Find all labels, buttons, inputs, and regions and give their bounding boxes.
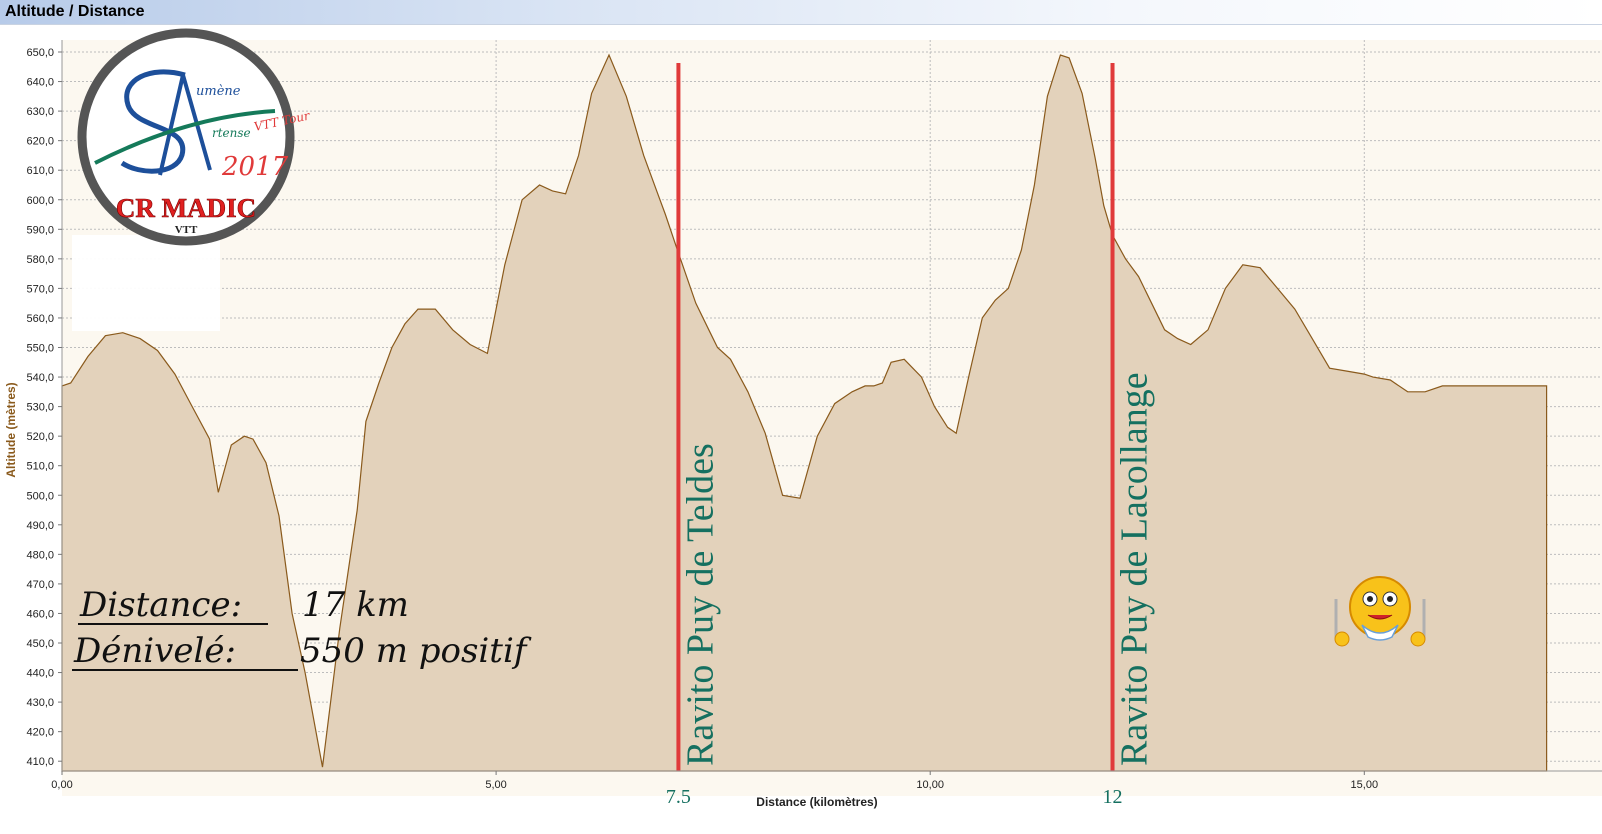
refreshment-markers — [676, 63, 1115, 771]
x-tick-label: 15,00 — [1351, 779, 1379, 791]
y-tick-label: 470,0 — [26, 579, 54, 591]
y-tick-label: 610,0 — [26, 165, 54, 177]
event-logo: umène rtense VTT Tour 2017 CR MADIC VTT — [72, 28, 312, 331]
refreshment-label: Ravito Puy de Teldes — [679, 443, 721, 766]
marker-labels: Ravito Puy de Teldes 7.5 Ravito Puy de Lac… — [666, 372, 1156, 808]
refreshment-label: Ravito Puy de Lacollange — [1114, 372, 1156, 766]
x-tick-label: 0,00 — [51, 779, 72, 791]
y-tick-labels: 650,0 640,0 630,0 620,0 610,0 600,0 590,0 580,0… — [26, 47, 62, 768]
y-axis-title: Altitude (mètres) — [4, 382, 18, 477]
y-tick-label: 570,0 — [26, 283, 54, 295]
y-tick-label: 510,0 — [26, 461, 54, 473]
elevation-label: Dénivelé: — [73, 631, 236, 671]
y-tick-label: 640,0 — [26, 77, 54, 89]
y-tick-label: 630,0 — [26, 106, 54, 118]
logo-year: 2017 — [221, 152, 289, 182]
logo-backdrop — [72, 235, 220, 331]
y-tick-label: 590,0 — [26, 224, 54, 236]
logo-swoosh-a — [158, 74, 212, 176]
x-tick-label: 5,00 — [485, 779, 506, 791]
y-tick-label: 460,0 — [26, 608, 54, 620]
x-axis-title: Distance (kilomètres) — [756, 795, 877, 809]
distance-label: Distance: — [79, 585, 242, 625]
chart-title-bar: Altitude / Distance — [0, 0, 1602, 25]
x-tick-labels: 0,00 5,00 10,00 15,00 — [51, 771, 1378, 791]
y-tick-label: 500,0 — [26, 490, 54, 502]
y-tick-label: 430,0 — [26, 697, 54, 709]
y-tick-label: 620,0 — [26, 136, 54, 148]
y-tick-label: 540,0 — [26, 372, 54, 384]
y-tick-label: 490,0 — [26, 520, 54, 532]
logo-swoosh-green — [94, 109, 276, 165]
logo-word-2: rtense — [212, 126, 251, 140]
y-tick-label: 480,0 — [26, 549, 54, 561]
x-tick-label: 10,00 — [916, 779, 944, 791]
y-tick-label: 560,0 — [26, 313, 54, 325]
y-tick-label: 600,0 — [26, 195, 54, 207]
y-tick-label: 550,0 — [26, 343, 54, 355]
route-stats: Distance: 17 km Dénivelé: 550 m positif — [72, 585, 532, 671]
logo-club: CR MADIC — [116, 193, 256, 223]
altitude-chart: 650,0 640,0 630,0 620,0 610,0 600,0 590,0 580,0… — [0, 25, 1602, 834]
elevation-value: 550 m positif — [300, 631, 532, 671]
marker-km-label: 7.5 — [666, 786, 691, 808]
hungry-emoji-icon — [1334, 576, 1426, 647]
logo-word-1: umène — [196, 84, 241, 99]
y-tick-label: 580,0 — [26, 254, 54, 266]
distance-value: 17 km — [302, 585, 409, 625]
y-tick-label: 530,0 — [26, 402, 54, 414]
y-tick-label: 440,0 — [26, 668, 54, 680]
logo-ring — [77, 28, 295, 246]
elevation-area — [61, 53, 1548, 772]
logo-sub: VTT — [175, 224, 198, 236]
y-tick-label: 520,0 — [26, 431, 54, 443]
y-tick-label: 420,0 — [26, 727, 54, 739]
y-tick-label: 450,0 — [26, 638, 54, 650]
marker-km-label: 12 — [1103, 786, 1123, 808]
chart-window-title: Altitude / Distance — [5, 3, 145, 20]
y-tick-label: 410,0 — [26, 756, 54, 768]
y-tick-label: 650,0 — [26, 47, 54, 59]
